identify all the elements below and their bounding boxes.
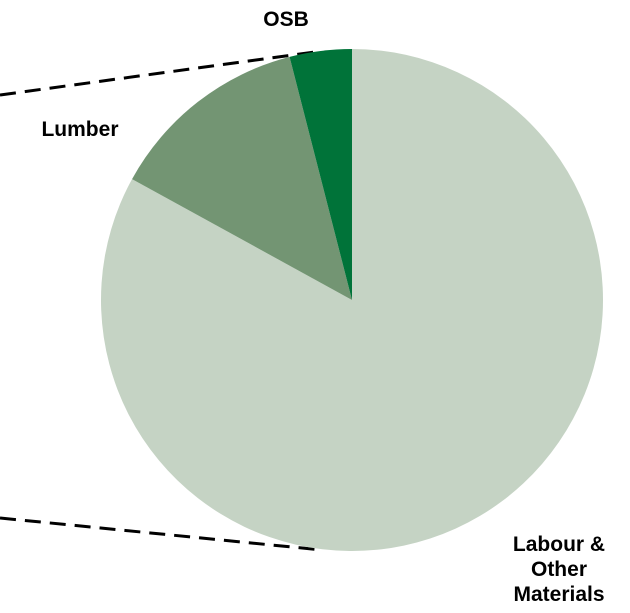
pie-slices <box>100 49 603 551</box>
connector-line-top <box>0 49 323 97</box>
connector-line-bottom <box>0 516 323 552</box>
pie-slice-lumber <box>132 56 352 301</box>
slice-label-labour-other-materials: Labour & Other Materials <box>512 533 606 606</box>
pie-slice-osb <box>289 49 352 300</box>
slice-label-lumber: Lumber <box>41 118 119 141</box>
slice-label-osb: OSB <box>263 8 309 31</box>
connector-lines <box>0 49 323 552</box>
